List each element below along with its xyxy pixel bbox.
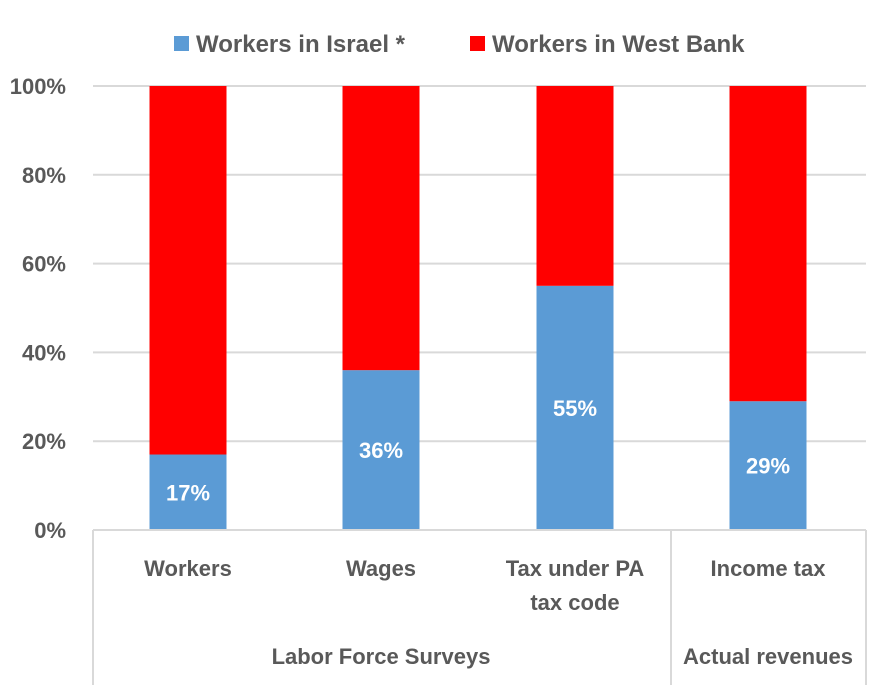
category-label: Wages [346,556,416,581]
x-axis: Workers Wages Tax under PA tax code Income t… [92,529,867,685]
bar-segment [729,401,807,530]
category-label: Workers [144,556,232,581]
y-tick-label: 60% [22,252,66,277]
legend-swatch [174,36,189,51]
y-tick-label: 20% [22,429,66,454]
data-label: 36% [359,438,403,463]
bar-segment [149,454,227,530]
category-label: Tax under PA [506,556,645,581]
y-axis-ticks: 0% 20% 40% 60% 80% 100% [10,74,66,543]
bar-segment [342,370,420,530]
y-tick-label: 40% [22,340,66,365]
legend-label: Workers in Israel * [196,31,406,58]
group-label: Labor Force Surveys [272,644,491,669]
data-label: 17% [166,480,210,505]
bar-segment [342,86,420,371]
y-tick-label: 80% [22,163,66,188]
group-label: Actual revenues [683,644,853,669]
y-tick-label: 0% [34,518,66,543]
legend: Workers in Israel * Workers in West Bank [174,31,745,58]
bar-segment [729,86,807,402]
bar-segment [536,86,614,286]
category-label: Income tax [711,556,827,581]
data-label: 55% [553,396,597,421]
legend-label: Workers in West Bank [492,31,745,58]
bars [149,86,807,530]
legend-swatch [470,36,485,51]
bar-segment [149,86,227,455]
y-tick-label: 100% [10,74,66,99]
bar-segment [536,285,614,530]
data-labels: 17% 36% 55% 29% [166,396,790,505]
category-label: tax code [530,590,619,615]
data-label: 29% [746,454,790,479]
